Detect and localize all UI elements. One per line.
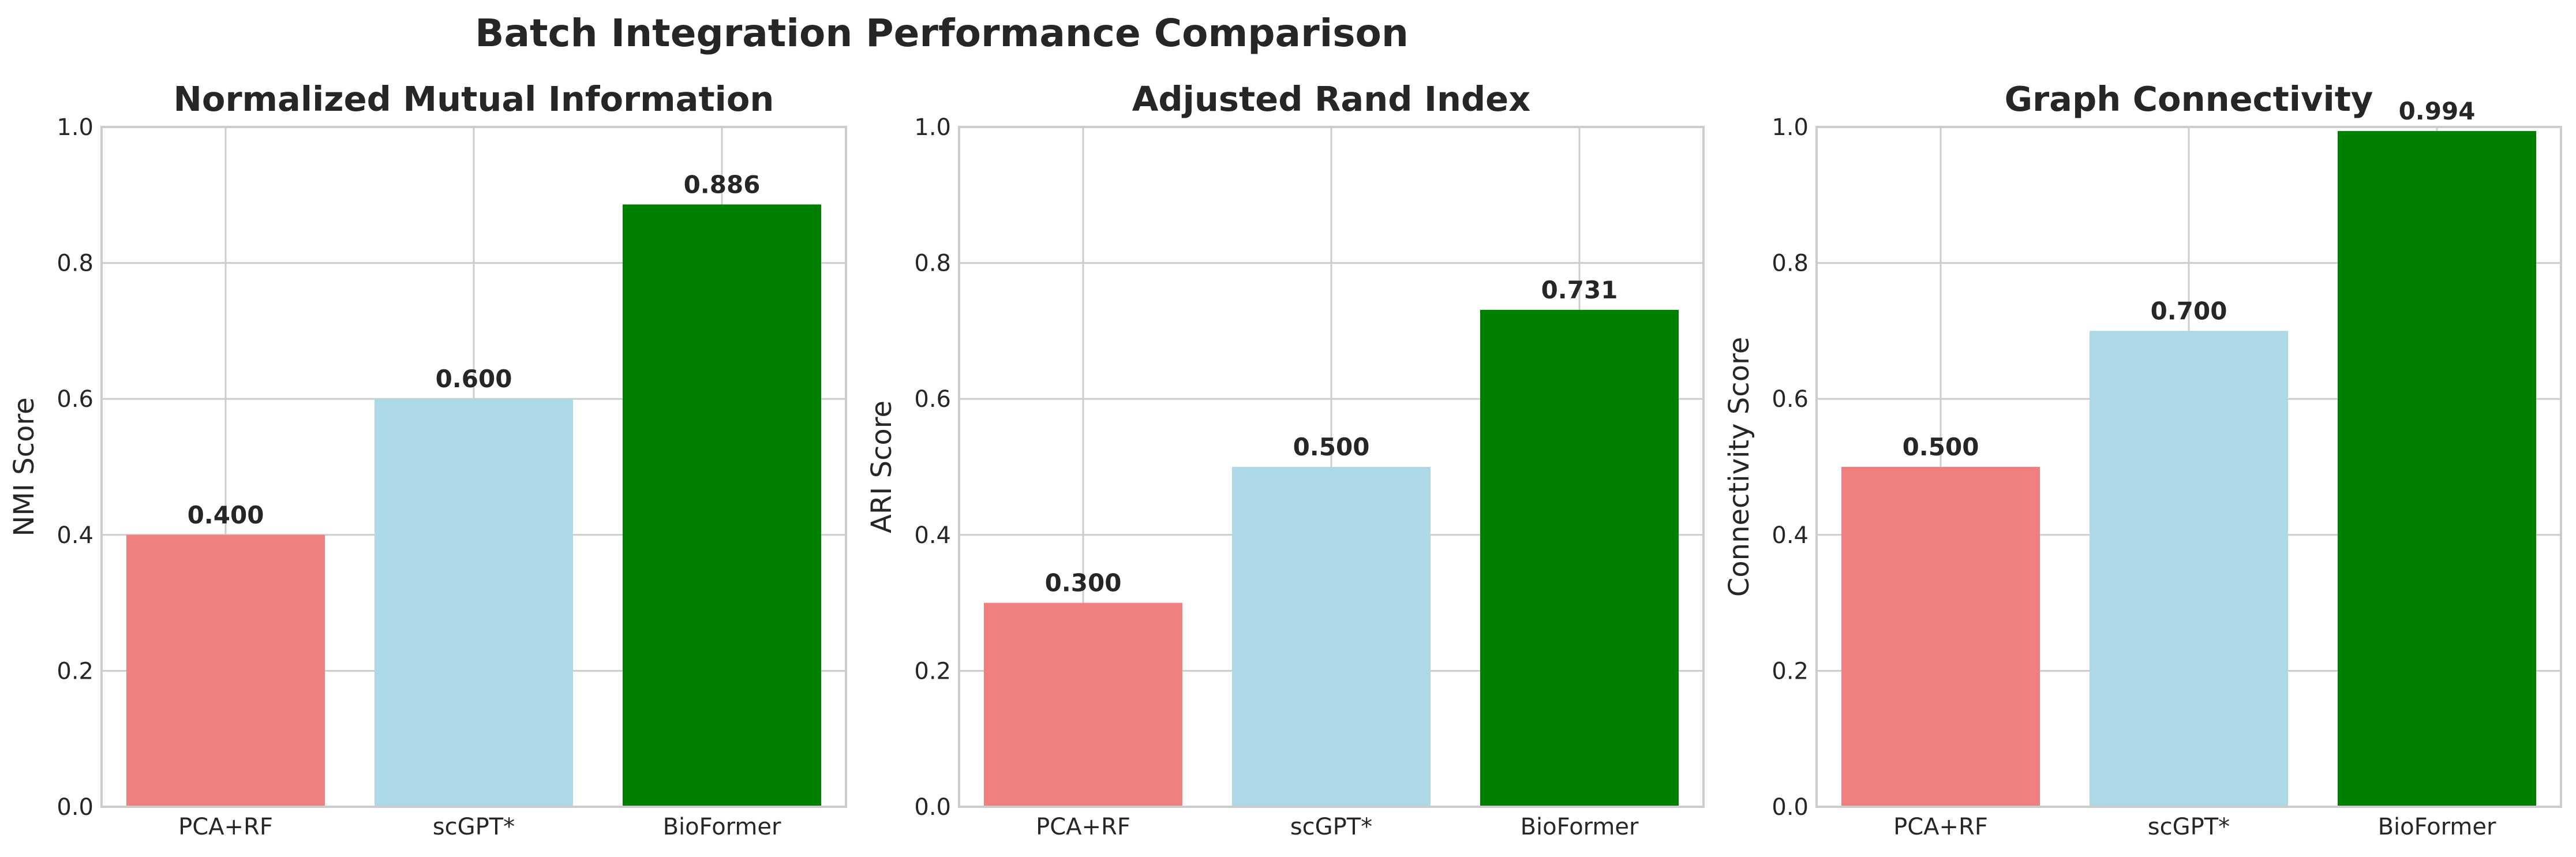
y-axis-label: Connectivity Score [1723, 337, 1755, 597]
bar-value-label: 0.731 [1541, 276, 1618, 304]
x-tick-label: scGPT* [433, 814, 515, 840]
y-tick-label: 1.0 [57, 114, 93, 141]
panel-title: Normalized Mutual Information [174, 79, 774, 119]
y-tick-label: 0.2 [914, 658, 951, 684]
y-tick-label: 0.8 [57, 250, 93, 277]
y-tick-label: 0.8 [914, 250, 951, 277]
y-tick-label: 0.2 [57, 658, 93, 684]
y-axis-label: ARI Score [866, 401, 898, 533]
x-tick-label: PCA+RF [1893, 814, 1988, 840]
bar-pca-rf [1841, 467, 2040, 807]
bar-bioformer [2338, 131, 2536, 807]
bar-pca-rf [984, 602, 1182, 807]
y-tick-label: 0.0 [57, 794, 93, 821]
x-tick-label: BioFormer [663, 814, 781, 840]
bar-scgpt [375, 399, 573, 807]
chart-panel-1: 0.0 0.2 0.4 0.6 0.8 1.0 0.400 PCA+RF 0.600 scGPT*… [8, 79, 847, 840]
bar-value-label: 0.300 [1045, 569, 1122, 597]
bar-scgpt [1232, 467, 1431, 807]
bar-value-label: 0.994 [2399, 97, 2476, 125]
bar-value-label: 0.600 [436, 365, 512, 393]
x-tick-label: scGPT* [1290, 814, 1372, 840]
figure-title: Batch Integration Performance Comparison [475, 11, 1409, 55]
x-tick-label: BioFormer [2378, 814, 2496, 840]
bar-value-label: 0.400 [188, 501, 264, 529]
chart-panels: 0.0 0.2 0.4 0.6 0.8 1.0 0.400 PCA+RF 0.600 scGPT*… [8, 79, 2562, 840]
y-tick-label: 1.0 [1772, 114, 1809, 141]
bar-value-label: 0.700 [2151, 297, 2227, 325]
bar-value-label: 0.500 [1903, 433, 1979, 461]
bar-bioformer [1480, 309, 1679, 807]
plot-frame [958, 126, 1705, 808]
x-tick-label: PCA+RF [178, 814, 273, 840]
bar-value-label: 0.886 [684, 170, 761, 199]
plot-frame [100, 126, 847, 808]
bar-scgpt [2090, 331, 2288, 807]
plot-frame [1815, 126, 2562, 808]
y-tick-label: 1.0 [914, 114, 951, 141]
x-tick-label: BioFormer [1521, 814, 1639, 840]
y-tick-label: 0.8 [1772, 250, 1809, 277]
y-tick-label: 0.4 [1772, 522, 1809, 549]
y-tick-label: 0.6 [1772, 386, 1809, 413]
y-tick-label: 0.6 [57, 386, 93, 413]
y-tick-label: 0.4 [914, 522, 951, 549]
y-tick-label: 0.2 [1772, 658, 1809, 684]
y-axis-label: NMI Score [8, 397, 40, 536]
x-tick-label: PCA+RF [1036, 814, 1130, 840]
y-tick-label: 0.0 [914, 794, 951, 821]
y-tick-label: 0.6 [914, 386, 951, 413]
bar-value-label: 0.500 [1293, 433, 1370, 461]
panel-title: Graph Connectivity [2005, 79, 2373, 119]
chart-panel-3: 0.0 0.2 0.4 0.6 0.8 1.0 0.500 PCA+RF 0.700 scGPT*… [1723, 79, 2562, 840]
bar-pca-rf [126, 534, 325, 807]
panel-title: Adjusted Rand Index [1132, 79, 1531, 119]
y-tick-label: 0.4 [57, 522, 93, 549]
chart-panel-2: 0.0 0.2 0.4 0.6 0.8 1.0 0.300 PCA+RF 0.500 scGPT*… [866, 79, 1705, 840]
x-tick-label: scGPT* [2148, 814, 2230, 840]
bar-bioformer [623, 204, 821, 807]
y-tick-label: 0.0 [1772, 794, 1809, 821]
